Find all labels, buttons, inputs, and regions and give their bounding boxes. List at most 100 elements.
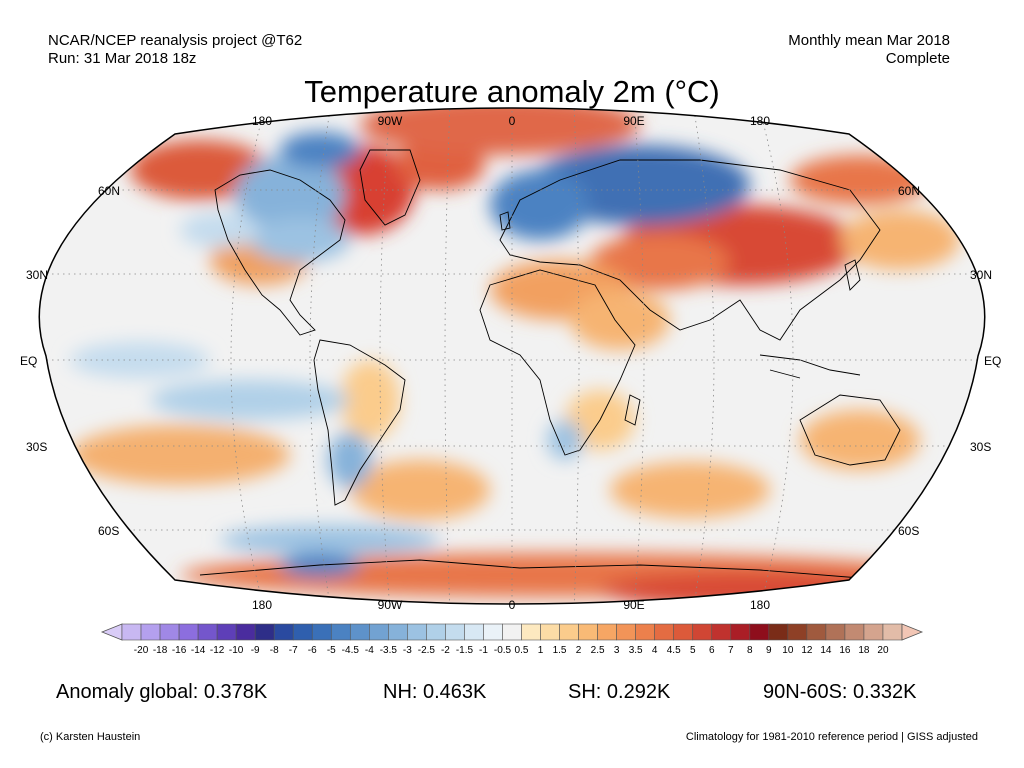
cool-anomaly-arctic-canada: [280, 132, 360, 168]
warm-anomaly-tibet: [590, 234, 730, 290]
meridian-180e: [761, 117, 794, 601]
legend-label: -2: [441, 645, 450, 656]
legend-swatch: [178, 623, 199, 641]
temperature-anomaly-map: 180 90W 0 90E 180 180 90W 0 90E 180 60N …: [20, 107, 1001, 612]
legend-swatch: [121, 623, 142, 641]
nh-anomaly: NH: 0.463K: [383, 681, 487, 703]
warm-anomaly-south-pacific: [70, 425, 290, 485]
warm-anomaly-alaska: [130, 140, 270, 200]
right-tick-30s: 30S: [970, 440, 991, 454]
left-tick-60s: 60S: [98, 524, 119, 538]
legend-label: -4.5: [342, 645, 360, 656]
legend-swatch: [426, 623, 446, 641]
legend-label: -20: [134, 645, 149, 656]
africa-outline: [479, 269, 636, 456]
legend-label: 4: [652, 645, 658, 656]
cool-anomaly-south-africa: [547, 420, 583, 460]
legend-swatch: [597, 623, 617, 641]
legend-swatch: [730, 623, 751, 641]
run-time: Run: 31 Mar 2018 18z: [48, 50, 197, 67]
legend-swatch: [711, 623, 732, 641]
legend-swatch: [349, 623, 370, 641]
legend-swatch: [292, 623, 313, 641]
legend-label: 12: [801, 645, 813, 656]
model-info: NCAR/NCEP reanalysis project @T62 Run: 3…: [48, 32, 302, 68]
legend-label: -4: [365, 645, 374, 656]
legend-label: 0.5: [515, 645, 529, 656]
legend-swatch: [806, 623, 827, 641]
legend-label: -10: [229, 645, 244, 656]
meridian-90w: [379, 108, 391, 604]
graticule: [39, 108, 985, 604]
legend-label: 14: [820, 645, 832, 656]
legend-label: -6: [308, 645, 317, 656]
legend-swatch: [882, 623, 903, 641]
legend-swatch: [863, 623, 884, 641]
legend-swatch: [235, 623, 256, 641]
legend-label: 9: [766, 645, 772, 656]
legend-label: -1.5: [456, 645, 474, 656]
legend-label: 5: [690, 645, 696, 656]
period-label: Monthly mean Mar 2018: [788, 32, 950, 49]
cool-anomaly-north-pacific: [180, 212, 260, 248]
left-tick-30s: 30S: [26, 440, 47, 454]
right-tick-30n: 30N: [970, 268, 992, 282]
top-tick-90e: 90E: [623, 114, 644, 128]
right-tick-60s: 60S: [898, 524, 919, 538]
legend-label: 18: [858, 645, 870, 656]
bottom-tick-90e: 90E: [623, 598, 644, 612]
legend-label: 1.5: [553, 645, 567, 656]
band-anomaly: 90N-60S: 0.332K: [763, 681, 917, 703]
legend-label: -1: [479, 645, 488, 656]
globe-border: [38, 107, 986, 605]
legend-label: 3.5: [629, 645, 643, 656]
color-legend-swatches: [100, 623, 924, 641]
right-tick-eq: EQ: [984, 354, 1001, 368]
legend-label: -12: [210, 645, 225, 656]
meridian-180w: [230, 117, 263, 601]
period-info: Monthly mean Mar 2018 Complete: [788, 32, 950, 68]
australia-outline: [799, 394, 901, 466]
legend-swatch: [464, 623, 484, 641]
north-america-outline: [214, 169, 346, 336]
legend-swatch: [197, 623, 218, 641]
madagascar-outline: [624, 394, 641, 426]
left-tick-30n: 30N: [26, 268, 48, 282]
warm-anomaly-indian-ocean: [610, 462, 770, 518]
legend-swatch: [692, 623, 713, 641]
top-tick-0: 0: [509, 114, 516, 128]
legend-swatch: [787, 623, 808, 641]
south-america-outline: [313, 339, 406, 506]
sh-anomaly: SH: 0.292K: [568, 681, 671, 703]
legend-swatch: [216, 623, 237, 641]
legend-label: -14: [191, 645, 206, 656]
legend-label: -8: [270, 645, 279, 656]
legend-swatch: [844, 623, 865, 641]
top-tick-180-left: 180: [252, 114, 272, 128]
legend-label: -3.5: [380, 645, 398, 656]
legend-label: 4.5: [667, 645, 681, 656]
right-tick-60n: 60N: [898, 184, 920, 198]
legend-label: 3: [614, 645, 620, 656]
legend-swatch: [635, 623, 655, 641]
warm-anomaly-australia-sea: [800, 410, 920, 470]
legend-swatch: [311, 623, 332, 641]
greenland-outline: [359, 149, 421, 226]
color-legend: -20 -18 -16 -14 -12 -10 -9 -8 -7 -6 -5 -4.5 -4 -3.5 -3…: [100, 623, 924, 656]
completion-status: Complete: [885, 50, 950, 67]
legend-swatch: [159, 623, 180, 641]
legend-swatch: [654, 623, 675, 641]
warm-anomaly-south-america: [340, 360, 400, 440]
legend-swatch: [254, 623, 275, 641]
legend-label: -9: [251, 645, 260, 656]
climatology-note: Climatology for 1981-2010 reference peri…: [685, 731, 978, 743]
bottom-tick-0: 0: [509, 598, 516, 612]
copyright: (c) Karsten Haustein: [40, 731, 141, 743]
color-legend-labels: -20 -18 -16 -14 -12 -10 -9 -8 -7 -6 -5 -4.5 -4 -3.5 -3…: [134, 645, 889, 656]
legend-swatch: [825, 623, 846, 641]
legend-swatch: [388, 623, 408, 641]
legend-label: 6: [709, 645, 715, 656]
model-name: NCAR/NCEP reanalysis project @T62: [48, 32, 303, 49]
cool-anomaly-southern-ocean: [220, 525, 440, 555]
top-tick-90w: 90W: [378, 114, 403, 128]
